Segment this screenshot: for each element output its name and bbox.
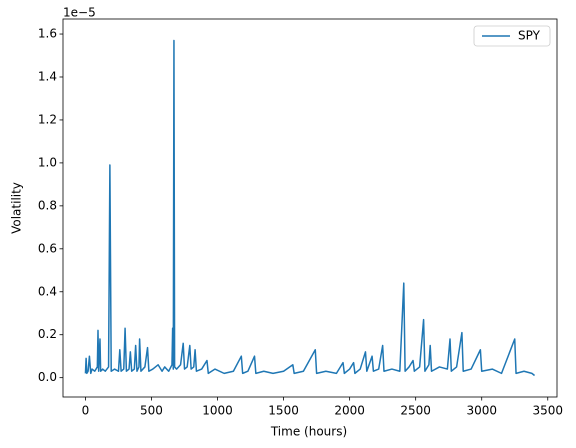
axes-frame: [62, 18, 558, 398]
series-line: [84, 39, 536, 377]
y-tick-label: 1.2: [38, 112, 57, 126]
y-tick-label: 0.6: [38, 241, 57, 255]
x-tick-label: 500: [140, 404, 163, 418]
legend-box: [473, 25, 551, 47]
x-axis-label: Time (hours): [270, 425, 347, 439]
legend-label: SPY: [518, 29, 541, 43]
x-tick-label: 2000: [334, 404, 365, 418]
y-tick-label: 1.0: [38, 155, 57, 169]
x-tick-label: 0: [82, 404, 90, 418]
x-tick-label: 3000: [466, 404, 497, 418]
x-tick-label: 3500: [532, 404, 563, 418]
x-tick-label: 2500: [400, 404, 431, 418]
y-tick-label: 0.8: [38, 198, 57, 212]
y-tick-label: 0.2: [38, 327, 57, 341]
y-offset-label: 1e−5: [63, 6, 96, 20]
y-axis-label: Volatility: [10, 182, 24, 234]
x-tick-label: 1000: [202, 404, 233, 418]
y-tick-label: 0.4: [38, 284, 57, 298]
y-tick-label: 1.6: [38, 27, 57, 41]
x-tick-label: 1500: [268, 404, 299, 418]
y-tick-label: 0.0: [38, 370, 57, 384]
y-tick-label: 1.4: [38, 69, 57, 83]
